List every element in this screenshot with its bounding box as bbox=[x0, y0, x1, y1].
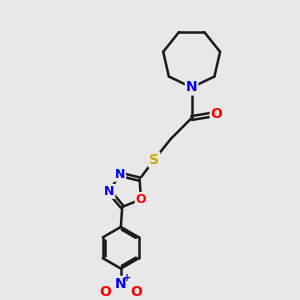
Text: +: + bbox=[123, 273, 131, 283]
Text: O: O bbox=[130, 285, 142, 299]
Text: S: S bbox=[149, 153, 159, 167]
Text: N: N bbox=[115, 277, 127, 291]
Text: O: O bbox=[100, 285, 112, 299]
Text: O: O bbox=[211, 107, 223, 121]
Text: N: N bbox=[186, 80, 197, 94]
Text: N: N bbox=[104, 185, 114, 198]
Text: N: N bbox=[115, 168, 125, 181]
Text: O: O bbox=[136, 193, 146, 206]
